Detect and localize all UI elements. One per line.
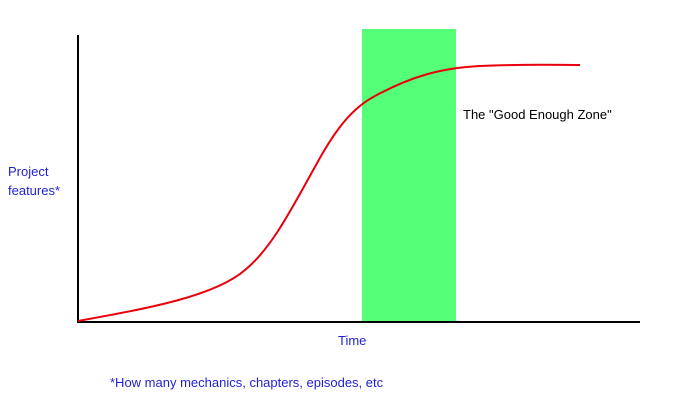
- growth-curve: [77, 63, 581, 322]
- y-axis-label-line-2: features*: [8, 183, 61, 198]
- footnote: *How many mechanics, chapters, episodes,…: [110, 375, 384, 390]
- y-axis-label: Project features*: [8, 162, 60, 200]
- zone-label: The "Good Enough Zone": [463, 107, 612, 122]
- good-enough-zone: [362, 29, 456, 322]
- x-axis-label: Time: [338, 333, 367, 348]
- y-axis-label-line-1: Project: [8, 164, 49, 179]
